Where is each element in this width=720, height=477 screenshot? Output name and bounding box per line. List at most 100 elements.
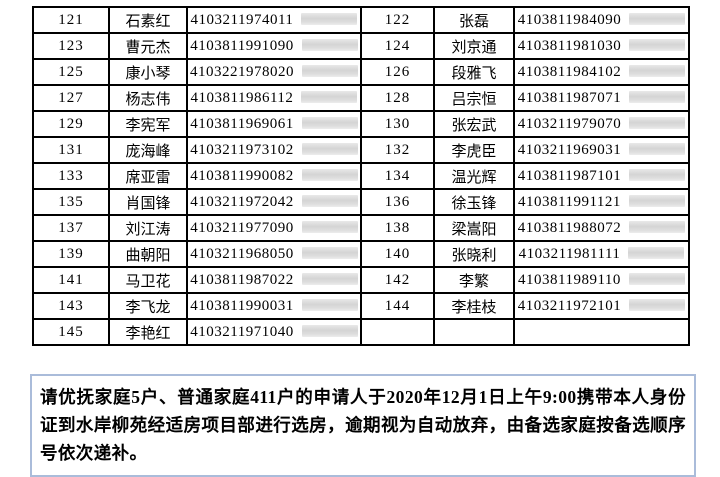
id-number-cell: 4103211974011: [186, 6, 362, 34]
id-number-text: 4103811991121: [518, 193, 621, 210]
id-number-cell: 4103211977090: [186, 214, 362, 242]
seq-cell: 128: [360, 84, 435, 112]
id-number-cell: 4103811990031: [186, 292, 362, 320]
redaction-bar: [301, 298, 358, 311]
name-cell: 李虎臣: [433, 136, 515, 164]
name-cell: 曹元杰: [108, 32, 188, 60]
seq-cell: 125: [32, 58, 110, 86]
table-row: 129 李宪军 4103811969061 130 张宏武 4103211979070: [32, 110, 690, 138]
name-cell: 李艳红: [108, 318, 188, 346]
id-number-cell: 4103211972042: [186, 188, 362, 216]
redaction-bar: [628, 272, 685, 285]
seq-cell: 133: [32, 162, 110, 190]
id-number-cell: 4103811969061: [186, 110, 362, 138]
seq-cell: 142: [360, 266, 435, 294]
seq-cell: 143: [32, 292, 110, 320]
redaction-bar: [629, 142, 686, 155]
id-number-text: 4103811969061: [190, 115, 294, 132]
table-row: 145 李艳红 4103211971040: [32, 318, 690, 346]
id-number-text: 4103211973102: [190, 141, 294, 158]
name-cell: 张宏武: [433, 110, 515, 138]
id-number-cell: 4103811988072: [513, 214, 690, 242]
redaction-bar: [301, 142, 358, 155]
redaction-bar: [301, 324, 358, 337]
redaction-bar: [629, 220, 686, 233]
redaction-bar: [301, 38, 358, 51]
name-cell: 席亚雷: [108, 162, 188, 190]
redaction-bar: [628, 246, 685, 259]
id-number-text: 4103211972042: [190, 193, 294, 210]
seq-cell: 140: [360, 240, 435, 268]
id-number-cell: 4103811987022: [186, 266, 362, 294]
id-number-cell: 4103211973102: [186, 136, 362, 164]
name-cell: 吕宗恒: [433, 84, 515, 112]
seq-cell: 124: [360, 32, 435, 60]
name-cell: 刘京通: [433, 32, 515, 60]
id-number-text: 4103811991090: [190, 37, 294, 54]
id-number-cell: 4103211972101: [513, 292, 690, 320]
table-row: 135 肖国锋 4103211972042 136 徐玉锋 4103811991121: [32, 188, 690, 216]
id-number-text: 4103211974011: [190, 11, 294, 28]
id-number-cell: 4103211981111: [513, 240, 690, 268]
name-cell: [433, 318, 515, 346]
seq-cell: 126: [360, 58, 435, 86]
name-cell: 李繁: [433, 266, 515, 294]
redaction-bar: [301, 116, 358, 129]
redaction-bar: [629, 168, 686, 181]
table-row: 133 席亚雷 4103811990082 134 温光辉 4103811987101: [32, 162, 690, 190]
name-cell: 梁嵩阳: [433, 214, 515, 242]
redaction-bar: [302, 64, 358, 77]
id-number-text: 4103811988072: [517, 219, 622, 236]
redaction-bar: [629, 116, 686, 129]
id-number-text: 4103811986112: [190, 89, 294, 106]
name-cell: 庞海峰: [108, 136, 188, 164]
redaction-bar: [301, 12, 358, 25]
redaction-bar: [628, 194, 685, 207]
name-cell: 杨志伟: [108, 84, 188, 112]
seq-cell: 127: [32, 84, 110, 112]
id-number-text: 4103211968050: [190, 245, 294, 262]
id-number-cell: 4103811987101: [513, 162, 690, 190]
id-number-text: 4103811987071: [517, 89, 622, 106]
seq-cell: [360, 318, 435, 346]
seq-cell: 130: [360, 110, 435, 138]
name-cell: 马卫花: [108, 266, 188, 294]
name-cell: 肖国锋: [108, 188, 188, 216]
table-row: 121 石素红 4103211974011 122 张磊 4103811984090: [32, 6, 690, 34]
id-number-cell: 4103811991121: [513, 188, 690, 216]
id-number-text: 4103211979070: [517, 115, 622, 132]
seq-cell: 121: [32, 6, 110, 34]
name-cell: 张晓利: [433, 240, 515, 268]
id-number-cell: 4103811990082: [186, 162, 362, 190]
name-cell: 刘江涛: [108, 214, 188, 242]
id-number-text: 4103811989110: [518, 271, 621, 288]
seq-cell: 135: [32, 188, 110, 216]
seq-cell: 145: [32, 318, 110, 346]
id-number-text: 4103811984102: [517, 63, 622, 80]
redaction-bar: [301, 220, 358, 233]
id-number-cell: 4103811986112: [186, 84, 362, 112]
seq-cell: 134: [360, 162, 435, 190]
redaction-bar: [629, 298, 686, 311]
seq-cell: 144: [360, 292, 435, 320]
id-number-text: 4103211972101: [517, 297, 622, 314]
id-number-cell: 4103811991090: [186, 32, 362, 60]
id-number-text: 4103211981111: [518, 245, 621, 262]
id-number-cell: 4103811987071: [513, 84, 690, 112]
seq-cell: 131: [32, 136, 110, 164]
id-number-text: 4103211971040: [190, 323, 294, 340]
id-number-cell: 4103221978020: [186, 58, 362, 86]
redaction-bar: [629, 90, 686, 103]
id-number-cell: 4103811981030: [513, 32, 690, 60]
roster-body: 121 石素红 4103211974011 122 张磊 4103811984090 123…: [32, 6, 690, 346]
table-row: 125 康小琴 4103221978020 126 段雅飞 4103811984102: [32, 58, 690, 86]
table-row: 143 李飞龙 4103811990031 144 李桂枝 4103211972101: [32, 292, 690, 320]
seq-cell: 139: [32, 240, 110, 268]
table-row: 139 曲朝阳 4103211968050 140 张晓利 4103211981111: [32, 240, 690, 268]
name-cell: 张磊: [433, 6, 515, 34]
id-number-text: 4103811990082: [190, 167, 294, 184]
id-number-cell: 4103811984102: [513, 58, 690, 86]
redaction-bar: [301, 246, 358, 259]
id-number-cell: [513, 318, 690, 346]
id-number-text: 4103811987022: [190, 271, 294, 288]
